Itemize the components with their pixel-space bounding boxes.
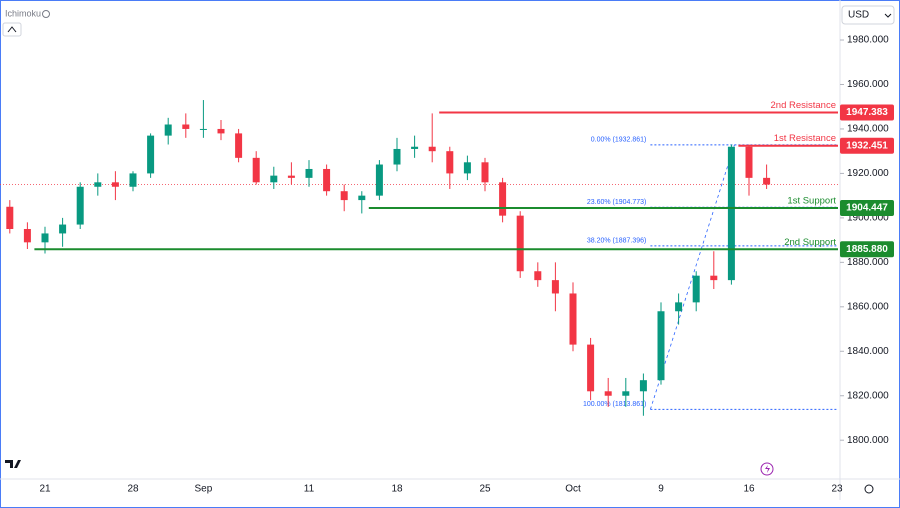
level-name: 1st Resistance <box>774 133 836 144</box>
collapse-button[interactable] <box>2 22 22 37</box>
y-tick-label: 1960.000 <box>847 79 889 90</box>
x-tick-label: 18 <box>391 484 403 495</box>
y-tick-label: 1820.000 <box>847 390 889 401</box>
y-tick-label: 1900.000 <box>847 213 889 224</box>
visibility-icon[interactable] <box>42 10 50 18</box>
candle-body <box>252 157 260 183</box>
candle-body <box>235 133 243 158</box>
level-value: 1904.447 <box>846 203 888 214</box>
x-tick-label: 16 <box>743 484 755 495</box>
fib-label: 23.60% (1904.773) <box>587 199 647 206</box>
fib-label: 100.00% (1813.861) <box>583 401 646 408</box>
candle-body <box>534 271 542 281</box>
x-tick-label: 28 <box>127 484 139 495</box>
collapse-icon <box>7 26 17 33</box>
x-tick-label: 11 <box>304 484 315 495</box>
candle-body <box>657 311 665 381</box>
candle-body <box>639 380 647 392</box>
candle-body <box>481 162 489 183</box>
dropdown-icon <box>884 13 892 18</box>
level-name: 2nd Resistance <box>771 100 836 111</box>
candle-body <box>463 162 471 174</box>
x-tick-label: 23 <box>831 484 843 495</box>
candle-body <box>745 146 753 178</box>
candle-body <box>551 280 559 294</box>
x-tick-label: 21 <box>39 484 51 495</box>
fib-trend <box>650 144 735 410</box>
y-tick-label: 1940.000 <box>847 124 889 135</box>
candle-body <box>604 391 612 396</box>
candle-body <box>569 293 577 345</box>
y-tick-label: 1880.000 <box>847 257 889 268</box>
candle-body <box>675 302 683 312</box>
level-name: 2nd Support <box>784 237 836 248</box>
x-tick-label: 25 <box>479 484 491 495</box>
candle-body <box>763 177 771 185</box>
logo <box>5 460 21 468</box>
fib-label: 0.00% (1932.861) <box>591 137 647 144</box>
candle-body <box>76 186 84 225</box>
candle-body <box>41 233 49 243</box>
candle-body <box>23 228 31 243</box>
level-tag <box>840 137 894 154</box>
level-tag <box>840 104 894 121</box>
candle-body <box>340 191 348 201</box>
candle-body <box>199 128 207 130</box>
fib-label: 38.20% (1887.396) <box>587 238 647 245</box>
candle-body <box>375 164 383 196</box>
y-tick-label: 1980.000 <box>847 35 889 46</box>
candle-body <box>411 146 419 149</box>
candle-body <box>622 391 630 396</box>
level-value: 1932.451 <box>846 140 888 151</box>
candle-body <box>59 224 67 234</box>
candle-body <box>727 146 735 281</box>
currency: USD <box>848 10 869 21</box>
candle-body <box>428 146 436 152</box>
level-value: 1947.383 <box>846 107 888 118</box>
level-value: 1885.880 <box>846 244 888 255</box>
x-tick-label: 9 <box>658 484 664 495</box>
y-tick-label: 1840.000 <box>847 346 889 357</box>
level-tag <box>840 199 894 216</box>
x-tick-label: Oct <box>565 484 581 495</box>
candle-body <box>182 124 190 129</box>
candle-body <box>446 151 454 174</box>
candle-body <box>499 182 507 216</box>
level-name: 1st Support <box>787 196 836 207</box>
candle-body <box>164 124 172 136</box>
candle-body <box>692 275 700 303</box>
candle-body <box>393 148 401 165</box>
candle-body <box>305 168 313 178</box>
y-tick-label: 1920.000 <box>847 168 889 179</box>
candle-body <box>270 175 278 183</box>
candle-body <box>94 182 102 187</box>
indicator-name: Ichimoku <box>5 8 41 18</box>
candle-body <box>358 195 366 201</box>
y-tick-label: 1800.000 <box>847 435 889 446</box>
candle-body <box>710 275 718 281</box>
candle-body <box>516 215 524 272</box>
alert-bolt <box>765 465 770 473</box>
candle-body <box>6 206 14 229</box>
y-tick-label: 1860.000 <box>847 301 889 312</box>
candle-body <box>111 182 119 187</box>
level-tag <box>840 241 894 258</box>
candle-body <box>287 175 295 178</box>
candle-body <box>323 168 331 192</box>
candle-body <box>147 135 155 174</box>
alert-icon[interactable] <box>760 462 774 476</box>
currency-select[interactable] <box>841 5 895 25</box>
candle-body <box>587 344 595 392</box>
candle-body <box>217 128 225 134</box>
candle-body <box>129 173 137 187</box>
x-tick-label: Sep <box>195 484 213 495</box>
settings-icon[interactable] <box>864 484 874 494</box>
